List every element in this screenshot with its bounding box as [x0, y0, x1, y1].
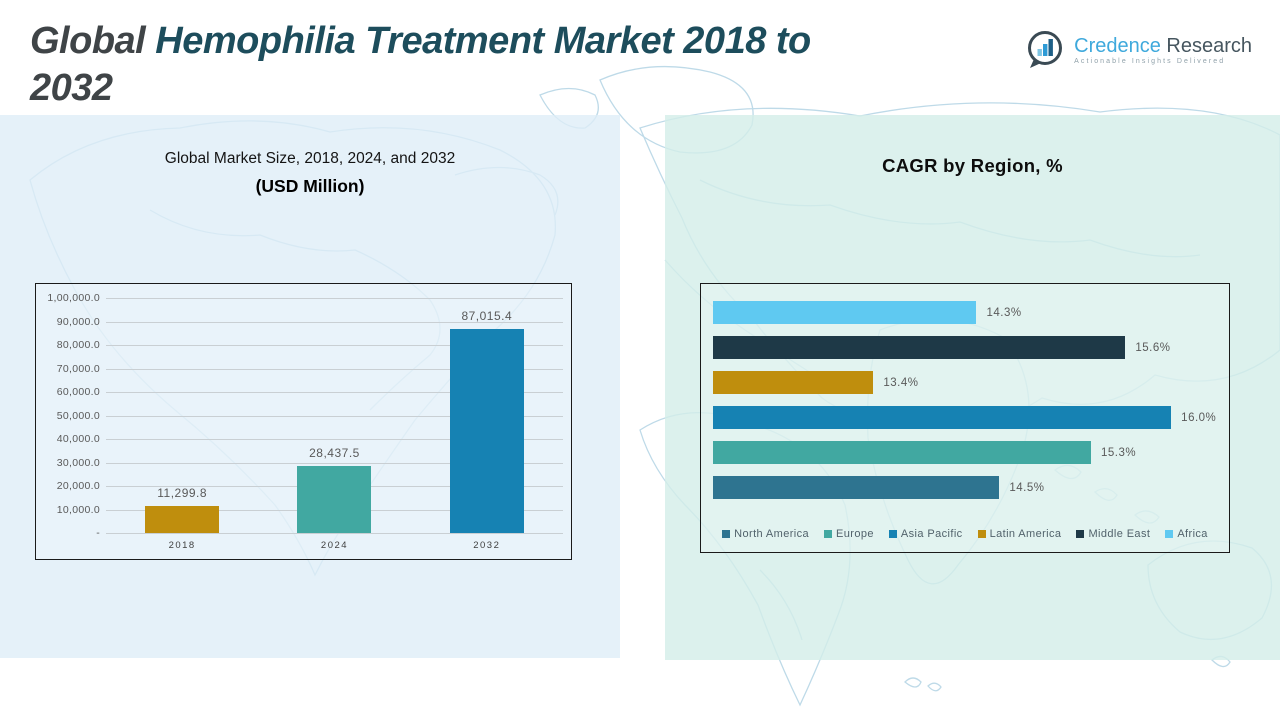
legend-swatch	[722, 530, 731, 538]
left-chart-title: Global Market Size, 2018, 2024, and 2032	[164, 150, 456, 167]
gridline	[106, 439, 563, 440]
y-tick-label: 1,00,000.0	[47, 292, 100, 304]
legend-label: Europe	[836, 528, 874, 540]
hbar-rows: 14.3% 15.6% 13.4% 16.0% 15.3% 14.5%	[713, 301, 1217, 511]
gridline	[106, 392, 563, 393]
legend-swatch	[888, 530, 897, 538]
brand-logo: Credence Research Actionable Insights De…	[1022, 28, 1252, 72]
legend-item-middle-east: Middle East	[1076, 528, 1150, 540]
legend-item-north-america: North America	[722, 528, 809, 540]
y-tick-label: 10,000.0	[56, 503, 100, 516]
legend-label: Latin America	[989, 528, 1062, 540]
y-tick-label: 70,000.0	[56, 362, 100, 375]
hbar-row-latin-america: 13.4%	[713, 371, 1217, 394]
y-tick-label: 90,000.0	[56, 315, 100, 328]
y-tick-label: 60,000.0	[56, 386, 100, 398]
bar-slot-2024: 28,437.5 2024	[259, 298, 410, 551]
hbar-row-north-america: 14.5%	[713, 476, 1217, 499]
page-title: Global Hemophilia Treatment Market 2018 …	[30, 18, 1010, 112]
left-chart-subtitle: (USD Million)	[255, 176, 365, 196]
title-segment-year: 2032	[30, 67, 113, 109]
hbar-value-label: 16.0%	[1181, 411, 1217, 424]
hbar-middle-east	[713, 336, 1126, 359]
gridline	[106, 321, 563, 323]
hbar-latin-america	[713, 371, 874, 394]
y-tick-label: -	[96, 527, 100, 539]
bar-value-label: 11,299.8	[157, 486, 208, 501]
legend-item-latin-america: Latin America	[977, 528, 1062, 540]
legend-label: Asia Pacific	[900, 528, 963, 540]
y-tick-label: 40,000.0	[56, 433, 100, 445]
legend-label: North America	[734, 528, 810, 540]
title-segment-market: Hemophilia Treatment Market 2018 to	[155, 20, 811, 62]
legend-item-africa: Africa	[1165, 528, 1208, 540]
x-tick-label: 2032	[473, 540, 501, 551]
legend-label: Middle East	[1088, 528, 1151, 540]
legend-swatch	[977, 530, 986, 538]
chart-legend: North America Europe Asia Pacific Latin Ame…	[701, 528, 1229, 540]
y-tick-label: 30,000.0	[56, 456, 100, 469]
y-tick-label: 20,000.0	[56, 480, 100, 492]
hbar-value-label: 15.3%	[1101, 446, 1137, 459]
bar-value-label: 87,015.4	[461, 308, 513, 323]
y-tick-label: 80,000.0	[56, 339, 100, 351]
legend-swatch	[1076, 530, 1085, 538]
hbar-value-label: 14.3%	[986, 306, 1022, 319]
cagr-by-region-bar-chart: 14.3% 15.6% 13.4% 16.0% 15.3% 14.5% North Ame…	[700, 283, 1230, 553]
plot-area: 1,00,000.0 90,000.0 80,000.0 70,000.0 60,000…	[47, 292, 563, 551]
hbar-row-middle-east: 15.6%	[713, 336, 1217, 359]
hbar-row-asia-pacific: 16.0%	[713, 406, 1217, 429]
hbar-europe	[713, 441, 1091, 464]
hbar-row-europe: 15.3%	[713, 441, 1217, 464]
bar-slot-2032: 87,015.4 2032	[411, 298, 562, 551]
brand-name: Credence Research	[1074, 35, 1252, 57]
bar-value-label: 28,437.5	[309, 446, 360, 461]
brand-tagline: Actionable Insights Delivered	[1074, 58, 1226, 65]
gridline	[106, 298, 563, 299]
legend-swatch	[1165, 530, 1174, 538]
legend-item-europe: Europe	[824, 528, 874, 540]
gridline	[106, 345, 563, 346]
bar-chart-bubble-icon	[1028, 31, 1063, 68]
brand-name-credence: Credence	[1074, 35, 1161, 57]
hbar-asia-pacific	[713, 406, 1172, 429]
bar-slot-2018: 11,299.8 2018	[107, 298, 258, 551]
brand-name-research: Research	[1160, 35, 1252, 57]
hbar-value-label: 13.4%	[883, 376, 919, 389]
legend-label: Africa	[1177, 528, 1208, 540]
y-tick-label: 50,000.0	[56, 409, 100, 422]
legend-swatch	[824, 530, 833, 538]
bar-2024	[297, 466, 372, 533]
market-size-bar-chart: 1,00,000.0 90,000.0 80,000.0 70,000.0 60,000…	[35, 283, 572, 560]
gridline	[106, 462, 563, 464]
right-chart-title: CAGR by Region, %	[882, 155, 1063, 176]
gridline	[106, 415, 563, 417]
hbar-north-america	[713, 476, 1000, 499]
bars-row: 11,299.8 2018 28,437.5 2024 87,015.4 2032	[106, 298, 563, 551]
x-tick-label: 2018	[168, 540, 196, 551]
hbar-value-label: 15.6%	[1135, 341, 1171, 354]
gridline	[106, 368, 563, 370]
hbar-value-label: 14.5%	[1009, 481, 1045, 494]
gridline	[106, 533, 563, 534]
bar-2032	[449, 328, 524, 533]
x-tick-label: 2024	[320, 540, 349, 551]
legend-item-asia-pacific: Asia Pacific	[888, 528, 963, 540]
title-segment-global: Global	[30, 20, 156, 62]
hbar-africa	[713, 301, 977, 324]
hbar-row-africa: 14.3%	[713, 301, 1217, 324]
brand-text: Credence Research Actionable Insights De…	[1074, 35, 1252, 65]
bar-2018	[145, 506, 220, 533]
